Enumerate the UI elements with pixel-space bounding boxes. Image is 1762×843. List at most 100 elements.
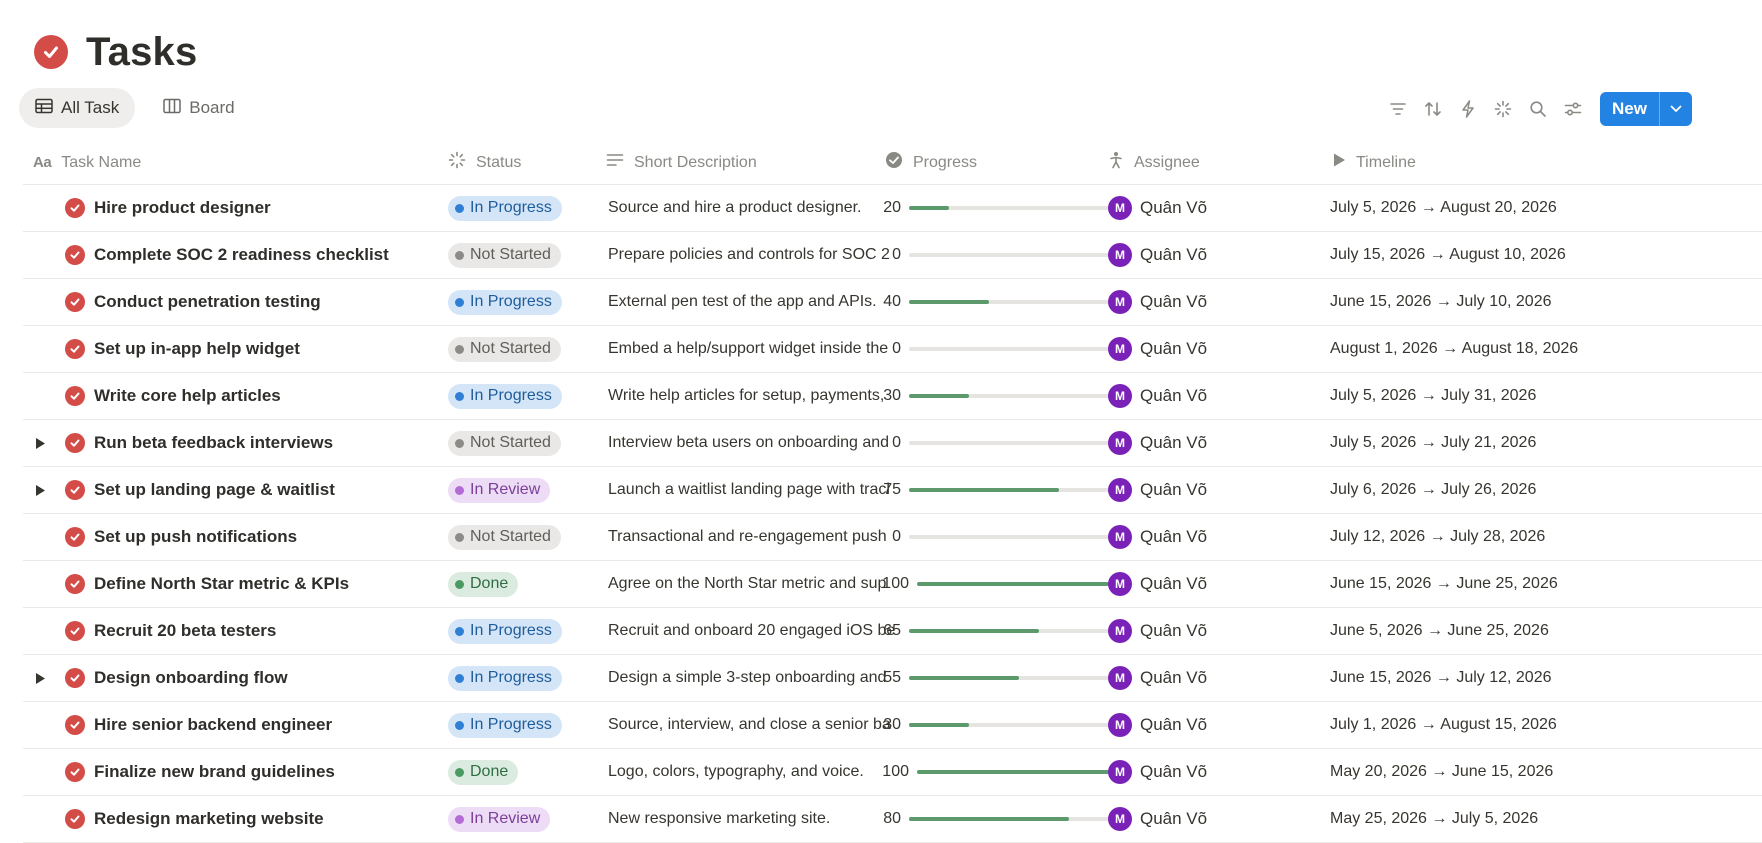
table-row[interactable]: Hire product designer In Progress Source a… (23, 185, 1762, 232)
tab-board[interactable]: Board (147, 88, 250, 128)
tab-all-task[interactable]: All Task (19, 88, 136, 128)
status-cell[interactable]: In Review (448, 796, 618, 842)
chevron-down-icon[interactable] (1658, 92, 1692, 126)
table-row[interactable]: Redesign marketing website In Review New r… (23, 796, 1762, 843)
description-cell[interactable]: Recruit and onboard 20 engaged iOS be (608, 608, 933, 654)
task-name-cell[interactable]: Recruit 20 beta testers (23, 608, 503, 654)
task-name-cell[interactable]: Redesign marketing website (23, 796, 503, 842)
progress-cell[interactable]: 100 (879, 561, 1129, 607)
status-cell[interactable]: In Progress (448, 608, 618, 654)
new-button-label[interactable]: New (1612, 99, 1647, 118)
loading-icon[interactable] (1485, 92, 1520, 126)
filter-icon[interactable] (1380, 92, 1415, 126)
status-cell[interactable]: Not Started (448, 326, 618, 372)
task-name-cell[interactable]: Run beta feedback interviews (23, 420, 503, 466)
description-cell[interactable]: Prepare policies and controls for SOC 2 (608, 232, 933, 278)
task-name-cell[interactable]: Conduct penetration testing (23, 279, 503, 325)
assignee-cell[interactable]: M Quân Võ (1108, 655, 1348, 701)
status-cell[interactable]: In Progress (448, 185, 618, 231)
progress-cell[interactable]: 40 (879, 279, 1129, 325)
check-circle-icon[interactable] (34, 35, 68, 69)
description-cell[interactable]: Source, interview, and close a senior ba (608, 702, 933, 748)
progress-cell[interactable]: 75 (879, 467, 1129, 513)
automation-icon[interactable] (1450, 92, 1485, 126)
timeline-cell[interactable]: July 1, 2026 → August 15, 2026 (1330, 702, 1630, 748)
timeline-cell[interactable]: July 5, 2026 → July 31, 2026 (1330, 373, 1630, 419)
status-cell[interactable]: In Progress (448, 655, 618, 701)
column-header-short-description[interactable]: Short Description (606, 141, 931, 184)
assignee-cell[interactable]: M Quân Võ (1108, 702, 1348, 748)
description-cell[interactable]: Launch a waitlist landing page with trac… (608, 467, 933, 513)
progress-cell[interactable]: 0 (879, 326, 1129, 372)
progress-cell[interactable]: 100 (879, 749, 1129, 795)
task-name-cell[interactable]: Hire senior backend engineer (23, 702, 503, 748)
column-header-progress[interactable]: Progress (885, 141, 1135, 184)
timeline-cell[interactable]: July 6, 2026 → July 26, 2026 (1330, 467, 1630, 513)
assignee-cell[interactable]: M Quân Võ (1108, 420, 1348, 466)
column-header-assignee[interactable]: Assignee (1108, 141, 1348, 184)
description-cell[interactable]: Interview beta users on onboarding and (608, 420, 933, 466)
progress-cell[interactable]: 65 (879, 608, 1129, 654)
assignee-cell[interactable]: M Quân Võ (1108, 467, 1348, 513)
table-row[interactable]: Finalize new brand guidelines Done Logo, c… (23, 749, 1762, 796)
assignee-cell[interactable]: M Quân Võ (1108, 514, 1348, 560)
table-row[interactable]: Define North Star metric & KPIs Done Agree… (23, 561, 1762, 608)
table-row[interactable]: Complete SOC 2 readiness checklist Not St… (23, 232, 1762, 279)
assignee-cell[interactable]: M Quân Võ (1108, 749, 1348, 795)
progress-cell[interactable]: 20 (879, 185, 1129, 231)
progress-cell[interactable]: 30 (879, 373, 1129, 419)
table-row[interactable]: Conduct penetration testing In Progress Ex… (23, 279, 1762, 326)
expand-toggle-icon[interactable] (31, 484, 49, 497)
assignee-cell[interactable]: M Quân Võ (1108, 796, 1348, 842)
task-name-cell[interactable]: Set up in-app help widget (23, 326, 503, 372)
progress-cell[interactable]: 0 (879, 420, 1129, 466)
expand-toggle-icon[interactable] (31, 672, 49, 685)
table-row[interactable]: Set up in-app help widget Not Started Embe… (23, 326, 1762, 373)
timeline-cell[interactable]: June 15, 2026 → July 12, 2026 (1330, 655, 1630, 701)
assignee-cell[interactable]: M Quân Võ (1108, 326, 1348, 372)
timeline-cell[interactable]: August 1, 2026 → August 18, 2026 (1330, 326, 1630, 372)
description-cell[interactable]: External pen test of the app and APIs. (608, 279, 933, 325)
assignee-cell[interactable]: M Quân Võ (1108, 185, 1348, 231)
task-name-cell[interactable]: Set up landing page & waitlist (23, 467, 503, 513)
timeline-cell[interactable]: July 5, 2026 → July 21, 2026 (1330, 420, 1630, 466)
status-cell[interactable]: In Progress (448, 373, 618, 419)
column-header-timeline[interactable]: Timeline (1332, 141, 1632, 184)
status-cell[interactable]: Done (448, 561, 618, 607)
timeline-cell[interactable]: July 5, 2026 → August 20, 2026 (1330, 185, 1630, 231)
sort-icon[interactable] (1415, 92, 1450, 126)
table-row[interactable]: Run beta feedback interviews Not Started I… (23, 420, 1762, 467)
timeline-cell[interactable]: July 15, 2026 → August 10, 2026 (1330, 232, 1630, 278)
progress-cell[interactable]: 0 (879, 514, 1129, 560)
task-name-cell[interactable]: Complete SOC 2 readiness checklist (23, 232, 503, 278)
task-name-cell[interactable]: Define North Star metric & KPIs (23, 561, 503, 607)
column-header-task-name[interactable]: Aa Task Name (33, 141, 513, 184)
search-icon[interactable] (1520, 92, 1555, 126)
task-name-cell[interactable]: Finalize new brand guidelines (23, 749, 503, 795)
expand-toggle-icon[interactable] (31, 437, 49, 450)
description-cell[interactable]: Agree on the North Star metric and sup (608, 561, 933, 607)
assignee-cell[interactable]: M Quân Võ (1108, 608, 1348, 654)
table-row[interactable]: Design onboarding flow In Progress Design … (23, 655, 1762, 702)
table-row[interactable]: Set up landing page & waitlist In Review L… (23, 467, 1762, 514)
status-cell[interactable]: Not Started (448, 232, 618, 278)
status-cell[interactable]: Not Started (448, 514, 618, 560)
description-cell[interactable]: Embed a help/support widget inside the (608, 326, 933, 372)
progress-cell[interactable]: 80 (879, 796, 1129, 842)
timeline-cell[interactable]: May 20, 2026 → June 15, 2026 (1330, 749, 1630, 795)
description-cell[interactable]: Write help articles for setup, payments, (608, 373, 933, 419)
progress-cell[interactable]: 30 (879, 702, 1129, 748)
table-row[interactable]: Recruit 20 beta testers In Progress Recrui… (23, 608, 1762, 655)
task-name-cell[interactable]: Set up push notifications (23, 514, 503, 560)
task-name-cell[interactable]: Write core help articles (23, 373, 503, 419)
progress-cell[interactable]: 0 (879, 232, 1129, 278)
description-cell[interactable]: New responsive marketing site. (608, 796, 933, 842)
task-name-cell[interactable]: Hire product designer (23, 185, 503, 231)
status-cell[interactable]: In Progress (448, 279, 618, 325)
assignee-cell[interactable]: M Quân Võ (1108, 279, 1348, 325)
description-cell[interactable]: Transactional and re-engagement push (608, 514, 933, 560)
timeline-cell[interactable]: May 25, 2026 → July 5, 2026 (1330, 796, 1630, 842)
timeline-cell[interactable]: June 5, 2026 → June 25, 2026 (1330, 608, 1630, 654)
table-row[interactable]: Write core help articles In Progress Write… (23, 373, 1762, 420)
timeline-cell[interactable]: July 12, 2026 → July 28, 2026 (1330, 514, 1630, 560)
